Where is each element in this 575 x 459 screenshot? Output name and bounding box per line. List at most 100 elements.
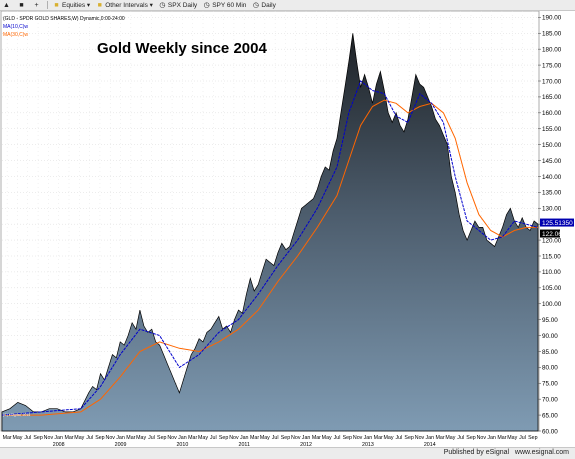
y-tick-label: 130.00	[542, 206, 562, 213]
x-month-label: May	[445, 435, 455, 441]
x-month-label: Jan	[425, 435, 434, 441]
zoom-button[interactable]: ■	[15, 0, 30, 11]
x-month-label: May	[260, 435, 270, 441]
symbol-line: (GLD - SPDR GOLD SHARES,W) Dynamic,0:00-…	[3, 16, 125, 22]
x-month-label: Jul	[272, 435, 279, 441]
x-month-label: Jul	[210, 435, 217, 441]
x-month-label: Jan	[178, 435, 187, 441]
x-month-label: Mar	[497, 435, 506, 441]
x-month-label: Mar	[250, 435, 259, 441]
x-year-label: 2014	[424, 442, 436, 447]
published-label: Published by eSignal	[443, 449, 510, 456]
x-month-label: May	[384, 435, 394, 441]
x-month-label: Nov	[167, 435, 177, 441]
x-month-label: Sep	[157, 435, 166, 441]
x-month-label: Nov	[106, 435, 116, 441]
x-month-label: Sep	[219, 435, 228, 441]
x-axis: Mar May Jul Sep Nov Jan Mar May Jul Sep Nov Jan Mar M…	[3, 435, 538, 447]
price-chart[interactable]: 190.00 185.00 180.00 175.00 170.00 165.00 160.…	[0, 11, 575, 447]
y-tick-label: 175.00	[542, 62, 562, 69]
ma-price-tag: 122.06	[540, 229, 562, 238]
site-link[interactable]: www.esignal.com	[514, 449, 569, 456]
x-year-label: 2013	[362, 442, 374, 447]
other-intervals-label: Other Intervals	[105, 1, 148, 9]
spx-daily-button[interactable]: ◷ SPX Daily	[156, 0, 200, 11]
y-tick-label: 70.00	[542, 396, 558, 403]
x-month-label: May	[74, 435, 84, 441]
spy-60min-button[interactable]: ◷ SPY 60 Min	[200, 0, 249, 11]
x-month-label: Nov	[229, 435, 239, 441]
chart-clock-icon: ◷	[159, 1, 166, 9]
y-tick-label: 120.00	[542, 237, 562, 244]
select-arrow-button[interactable]: ▲	[0, 0, 15, 11]
footer: Published by eSignal www.esignal.com	[0, 447, 575, 459]
folder-icon: ■	[54, 1, 59, 9]
daily-label: Daily	[261, 1, 276, 9]
y-tick-label: 150.00	[542, 142, 562, 149]
chart-title: Gold Weekly since 2004	[97, 40, 267, 57]
x-month-label: Jan	[302, 435, 311, 441]
x-month-label: Sep	[528, 435, 537, 441]
crosshair-button[interactable]: +	[30, 0, 45, 11]
x-month-label: Nov	[415, 435, 425, 441]
x-month-label: Sep	[404, 435, 413, 441]
y-tick-label: 60.00	[542, 428, 558, 435]
x-month-label: Sep	[466, 435, 475, 441]
x-year-label: 2010	[176, 442, 188, 447]
folder-icon: ■	[97, 1, 102, 9]
last-price-tag: 125.51350	[540, 218, 574, 227]
x-month-label: Mar	[436, 435, 445, 441]
x-month-label: Jul	[86, 435, 93, 441]
crosshair-plus-icon: +	[34, 1, 39, 9]
zoom-icon: ■	[19, 1, 24, 9]
equities-label: Equities	[62, 1, 86, 9]
x-month-label: Jul	[519, 435, 526, 441]
x-month-label: Jul	[24, 435, 31, 441]
y-axis: 190.00 185.00 180.00 175.00 170.00 165.00 160.…	[538, 15, 562, 435]
y-tick-label: 160.00	[542, 110, 562, 117]
y-tick-label: 85.00	[542, 349, 558, 356]
x-year-label: 2011	[239, 442, 250, 447]
x-month-label: Jul	[148, 435, 155, 441]
x-month-label: Jan	[240, 435, 249, 441]
x-month-label: Nov	[477, 435, 487, 441]
x-month-label: Sep	[281, 435, 290, 441]
x-month-label: Mar	[188, 435, 197, 441]
ma30-legend: MA(30,C)w	[3, 32, 28, 38]
ma30-line	[2, 99, 538, 416]
x-month-label: Jul	[334, 435, 341, 441]
y-tick-label: 115.00	[542, 253, 561, 260]
x-month-label: May	[322, 435, 332, 441]
x-month-label: Jul	[457, 435, 464, 441]
toolbar: ▲ ■ + ■ Equities ▾ ■ Other Intervals ▾ ◷ SP…	[0, 0, 575, 11]
y-tick-label: 95.00	[542, 317, 558, 324]
toolbar-divider	[47, 1, 48, 9]
y-tick-label: 180.00	[542, 46, 562, 53]
x-month-label: May	[198, 435, 208, 441]
x-month-label: May	[507, 435, 517, 441]
ma10-line	[1, 80, 539, 416]
price-area	[1, 33, 539, 432]
y-tick-label: 155.00	[542, 126, 562, 133]
other-intervals-menu[interactable]: ■ Other Intervals ▾	[97, 1, 153, 10]
x-year-label: 2012	[300, 442, 312, 447]
spx-daily-label: SPX Daily	[167, 1, 198, 9]
y-tick-label: 185.00	[542, 31, 562, 38]
x-month-label: Mar	[126, 435, 135, 441]
y-tick-label: 100.00	[542, 301, 562, 308]
daily-button[interactable]: ◷ Daily	[249, 0, 278, 11]
x-month-label: Jan	[364, 435, 373, 441]
x-month-label: Jan	[54, 435, 63, 441]
x-month-label: Nov	[291, 435, 301, 441]
chart-clock-icon: ◷	[252, 1, 259, 9]
ma-price-label: 122.06	[542, 231, 562, 238]
y-tick-label: 170.00	[542, 78, 562, 85]
x-month-label: Jan	[487, 435, 496, 441]
published-by: Published by eSignal www.esignal.com	[444, 449, 569, 456]
x-month-label: Sep	[95, 435, 104, 441]
x-month-label: Nov	[353, 435, 363, 441]
equities-menu[interactable]: ■ Equities ▾	[54, 1, 91, 10]
x-month-label: Mar	[312, 435, 321, 441]
y-tick-label: 135.00	[542, 190, 562, 197]
x-month-label: Jan	[116, 435, 125, 441]
